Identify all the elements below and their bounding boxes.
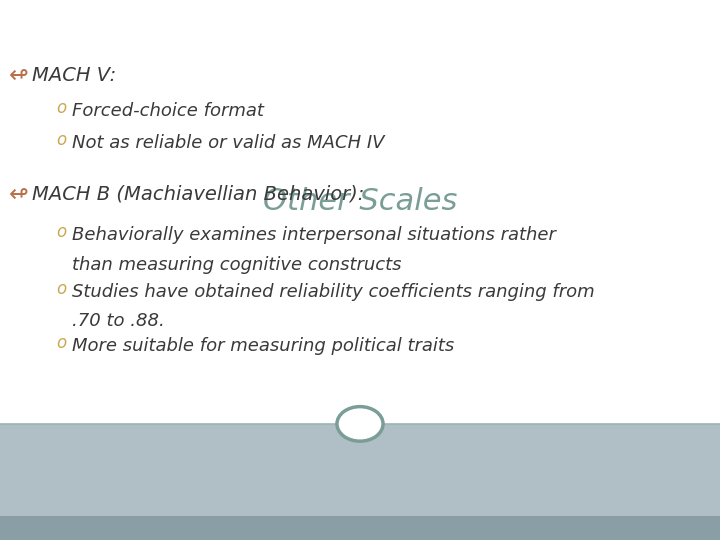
Text: o: o (56, 334, 66, 352)
Text: o: o (56, 280, 66, 298)
FancyBboxPatch shape (0, 0, 720, 424)
Text: than measuring cognitive constructs: than measuring cognitive constructs (72, 255, 402, 274)
Text: MACH V:: MACH V: (32, 66, 117, 85)
Text: o: o (56, 131, 66, 150)
Text: ↫: ↫ (9, 183, 29, 206)
Text: Behaviorally examines interpersonal situations rather: Behaviorally examines interpersonal situ… (72, 226, 556, 244)
Text: o: o (56, 223, 66, 241)
FancyBboxPatch shape (0, 424, 720, 516)
Text: MACH B (Machiavellian Behavior):: MACH B (Machiavellian Behavior): (32, 185, 365, 204)
Text: ↫: ↫ (9, 64, 29, 87)
Text: Studies have obtained reliability coefficients ranging from: Studies have obtained reliability coeffi… (72, 282, 595, 301)
Text: .70 to .88.: .70 to .88. (72, 312, 165, 330)
FancyBboxPatch shape (0, 516, 720, 540)
Text: Forced-choice format: Forced-choice format (72, 102, 264, 120)
Text: o: o (56, 99, 66, 117)
Text: Not as reliable or valid as MACH IV: Not as reliable or valid as MACH IV (72, 134, 384, 152)
Circle shape (337, 407, 383, 441)
Text: Other Scales: Other Scales (263, 187, 457, 215)
Text: More suitable for measuring political traits: More suitable for measuring political tr… (72, 336, 454, 355)
